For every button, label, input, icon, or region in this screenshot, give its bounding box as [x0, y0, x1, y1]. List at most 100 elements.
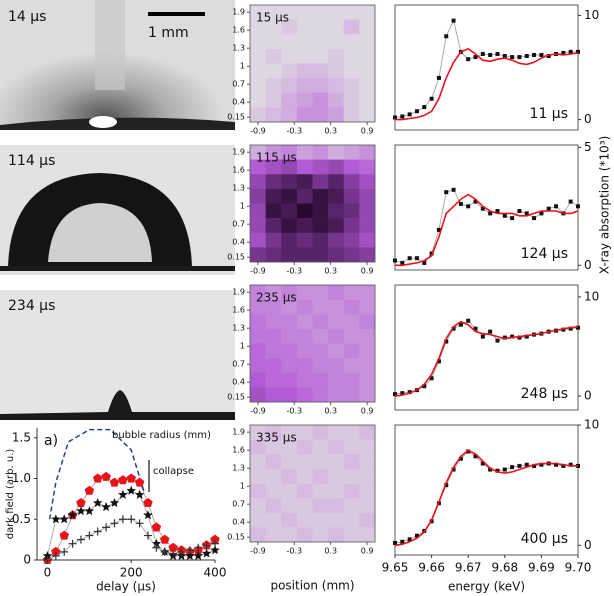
heatmap-cell: [281, 512, 298, 528]
heatmap-cell: [312, 145, 329, 160]
heatmap-cell: [328, 512, 345, 528]
heatmap-cell: [281, 34, 298, 50]
series-line: [395, 193, 579, 267]
data-point: [524, 54, 529, 59]
heatmap-cell: [312, 483, 329, 499]
y-tick-label: 0: [584, 258, 592, 272]
data-point: [473, 326, 478, 331]
heatmap-cell: [359, 343, 376, 359]
heatmap-cell: [359, 203, 376, 219]
heatmap-cell: [359, 34, 376, 50]
data-point: [102, 523, 111, 532]
heatmap-cell: [328, 92, 345, 108]
data-point: [393, 115, 397, 120]
y-tick-label: 10: [584, 289, 599, 303]
frame: [394, 4, 579, 131]
heatmap-cell: [281, 159, 298, 175]
data-point: [414, 256, 419, 261]
x-tick-label: 0.3: [324, 547, 337, 556]
heatmap-cell: [343, 5, 360, 20]
data-point: [524, 462, 529, 467]
data-point: [429, 96, 434, 101]
data-point: [568, 462, 573, 467]
data-point: [407, 537, 412, 542]
data-point: [568, 49, 573, 54]
data-point: [143, 531, 152, 540]
heatmap-cell: [296, 314, 313, 330]
x-tick-label: -0.9: [250, 127, 266, 136]
data-point: [510, 216, 515, 221]
data-point: [576, 325, 580, 330]
heatmap-cell: [312, 63, 329, 79]
heatmap-cell: [328, 159, 345, 175]
heatmap-cell: [296, 328, 313, 344]
data-point: [451, 187, 456, 192]
heatmap-cell: [296, 145, 313, 160]
heatmap-cell: [296, 218, 313, 234]
data-point: [51, 546, 61, 556]
panel-label: 400 µs: [521, 531, 568, 547]
heatmap-cell: [312, 372, 329, 388]
data-point: [561, 463, 566, 468]
panel-label: 124 µs: [521, 246, 568, 262]
heatmap-cell: [328, 188, 345, 204]
data-point: [84, 506, 95, 516]
scale-bar-label: 1 mm: [148, 25, 189, 41]
heatmap-cell: [359, 232, 376, 248]
data-point: [561, 50, 566, 55]
photo: 114 µs: [0, 145, 235, 275]
data-point: [561, 327, 566, 332]
heatmap-cell: [328, 5, 345, 20]
heatmap-cell: [328, 19, 345, 35]
data-point: [118, 489, 128, 499]
heatmap-cell: [312, 328, 329, 344]
heatmap-cell: [281, 498, 298, 514]
heatmap-cell: [328, 454, 345, 470]
heatmap-cell: [265, 358, 282, 374]
data-point: [444, 34, 449, 39]
heatmap-cell: [250, 188, 266, 204]
data-point: [400, 539, 405, 544]
heatmap-cell: [265, 48, 282, 64]
heatmap-cell: [250, 174, 266, 190]
heatmap-cell: [359, 48, 376, 64]
heatmap-cell: [296, 174, 313, 190]
heatmap-cell: [265, 372, 282, 388]
heatmap-cell: [265, 159, 282, 175]
heatmap-cell: [281, 387, 298, 403]
panel-label: 248 µs: [521, 386, 568, 402]
heatmap-cell: [343, 285, 360, 300]
data-point: [160, 547, 169, 556]
y-tick-label: 1: [240, 62, 245, 71]
heatmap-cell: [281, 188, 298, 204]
heatmap-cell: [312, 19, 329, 35]
data-point: [517, 55, 522, 60]
y-tick-label: 0.15: [227, 253, 245, 262]
y-tick-label: 0: [584, 112, 592, 126]
heatmap-cell: [312, 232, 329, 248]
heatmap-cell: [328, 343, 345, 359]
heatmap-cell: [343, 387, 360, 403]
heatmap-cell: [359, 63, 376, 79]
data-point: [101, 502, 111, 512]
heatmap-cell: [265, 439, 282, 455]
data-point: [42, 550, 53, 560]
heatmap-cell: [312, 247, 329, 263]
heatmap-cell: [312, 498, 329, 514]
x-axis-label: position (mm): [270, 579, 354, 593]
y-tick-label: 0: [584, 389, 592, 403]
x-tick-label: -0.3: [286, 267, 302, 276]
heatmap-cell: [296, 5, 313, 20]
heatmap-cell: [312, 203, 329, 219]
heatmap-cell: [328, 387, 345, 403]
heatmap-cell: [281, 5, 298, 20]
heatmap-cell: [312, 358, 329, 374]
heatmap-cell: [265, 78, 282, 94]
heatmap-cell: [359, 107, 376, 123]
heatmap-cell: [296, 299, 313, 315]
data-point: [532, 463, 537, 468]
heatmap-cell: [328, 63, 345, 79]
heatmap-cell: [265, 63, 282, 79]
heatmap-cell: [250, 218, 266, 234]
